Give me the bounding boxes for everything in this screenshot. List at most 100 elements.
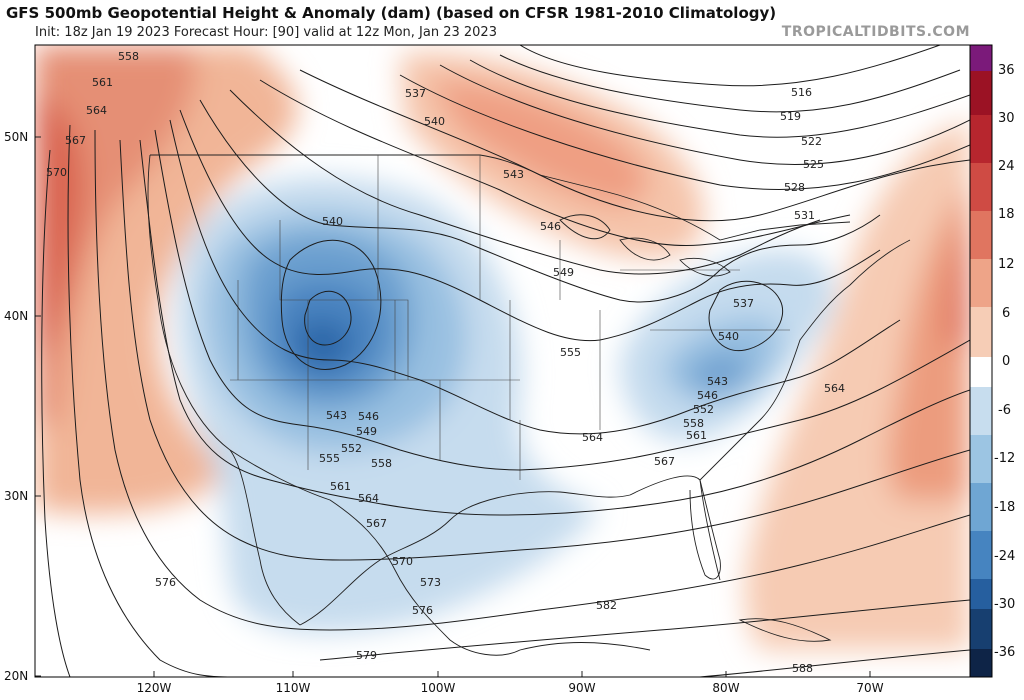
contour-label: 540 bbox=[322, 215, 343, 228]
colorbar-swatch bbox=[970, 531, 992, 579]
contour-label: 561 bbox=[330, 480, 351, 493]
colorbar-label: 6 bbox=[1002, 306, 1010, 321]
colorbar-swatch bbox=[970, 163, 992, 211]
contour-label: 525 bbox=[803, 158, 824, 171]
map-title: GFS 500mb Geopotential Height & Anomaly … bbox=[6, 4, 777, 22]
contour-label: 579 bbox=[356, 649, 377, 662]
contour-label: 564 bbox=[824, 382, 845, 395]
contour-label: 561 bbox=[92, 76, 113, 89]
contour-label: 570 bbox=[392, 555, 413, 568]
contour-label: 549 bbox=[553, 266, 574, 279]
colorbar-swatch bbox=[970, 211, 992, 259]
us-canada-border bbox=[150, 154, 851, 241]
colorbar-swatch bbox=[970, 357, 992, 387]
colorbar-swatch bbox=[970, 259, 992, 307]
contour-label: 558 bbox=[118, 50, 139, 63]
colorbar-label: 0 bbox=[1002, 354, 1010, 369]
state-lines bbox=[230, 155, 790, 480]
axis-ticks bbox=[35, 136, 871, 677]
contour-label: 537 bbox=[733, 297, 754, 310]
colorbar-label: -6 bbox=[998, 403, 1011, 418]
lon-label: 120W bbox=[137, 681, 172, 695]
contour-label: 564 bbox=[582, 431, 603, 444]
contour-label: 531 bbox=[794, 209, 815, 222]
contour-label: 567 bbox=[65, 134, 86, 147]
colorbar-swatch bbox=[970, 483, 992, 531]
contour-label: 588 bbox=[792, 662, 813, 675]
colorbar-swatch bbox=[970, 115, 992, 163]
east-coast bbox=[699, 239, 911, 481]
contour-label: 564 bbox=[358, 492, 379, 505]
contour-label: 546 bbox=[358, 410, 379, 423]
contour-label: 552 bbox=[341, 442, 362, 455]
lat-label: 40N bbox=[4, 309, 28, 323]
anomaly-field bbox=[35, 45, 970, 677]
lat-label: 20N bbox=[4, 669, 28, 683]
contour-label: 576 bbox=[155, 576, 176, 589]
positive-anomaly-atlantic bbox=[744, 120, 970, 650]
lon-label: 110W bbox=[276, 681, 311, 695]
colorbar-label: -24 bbox=[994, 549, 1015, 564]
lon-label: 70W bbox=[856, 681, 883, 695]
colorbar-label: 18 bbox=[998, 207, 1015, 222]
colorbar-label: -36 bbox=[994, 645, 1015, 660]
colorbar-label: 36 bbox=[998, 63, 1015, 78]
contour-label: 540 bbox=[718, 330, 739, 343]
contour-label: 558 bbox=[683, 417, 704, 430]
florida bbox=[689, 479, 721, 580]
colorbar-label: 12 bbox=[998, 257, 1015, 272]
contour-label: 528 bbox=[784, 181, 805, 194]
map-subtitle: Init: 18z Jan 19 2023 Forecast Hour: [90… bbox=[35, 25, 497, 40]
colorbar-label: 24 bbox=[998, 159, 1015, 174]
mexico-outline bbox=[229, 449, 651, 656]
contour-label: 522 bbox=[801, 135, 822, 148]
contour-label: 570 bbox=[46, 166, 67, 179]
colorbar-labels: 36 30 24 18 12 6 0 -6 -12 -18 -24 -30 -3… bbox=[994, 63, 1015, 660]
contour-label: 543 bbox=[503, 168, 524, 181]
colorbar-swatch bbox=[970, 649, 992, 677]
contour-label: 537 bbox=[405, 87, 426, 100]
colorbar-swatch bbox=[970, 609, 992, 649]
contour-label: 543 bbox=[707, 375, 728, 388]
colorbar-label: -12 bbox=[994, 451, 1015, 466]
contour-label: 561 bbox=[686, 429, 707, 442]
colorbar-label: -30 bbox=[994, 597, 1015, 612]
longitude-labels: 120W 110W 100W 90W 80W 70W bbox=[137, 681, 884, 695]
contour-label: 573 bbox=[420, 576, 441, 589]
contour-label: 519 bbox=[780, 110, 801, 123]
lon-label: 80W bbox=[712, 681, 739, 695]
colorbar-swatch bbox=[970, 387, 992, 435]
contour-label: 546 bbox=[540, 220, 561, 233]
lon-label: 100W bbox=[421, 681, 456, 695]
contour-label: 552 bbox=[693, 403, 714, 416]
colorbar-label: 30 bbox=[998, 111, 1015, 126]
contour-label: 555 bbox=[560, 346, 581, 359]
latitude-labels: 50N 40N 30N 20N bbox=[4, 130, 28, 683]
contour-label: 567 bbox=[366, 517, 387, 530]
lat-label: 50N bbox=[4, 130, 28, 144]
contour-label: 540 bbox=[424, 115, 445, 128]
lat-label: 30N bbox=[4, 489, 28, 503]
contour-label: 516 bbox=[791, 86, 812, 99]
contour-label: 564 bbox=[86, 104, 107, 117]
great-lakes bbox=[559, 214, 731, 277]
colorbar: 36 30 24 18 12 6 0 -6 -12 -18 -24 -30 -3… bbox=[969, 44, 1015, 678]
colorbar-swatch bbox=[970, 45, 992, 71]
contour-label: 549 bbox=[356, 425, 377, 438]
contour-label: 543 bbox=[326, 409, 347, 422]
height-contours bbox=[41, 45, 970, 677]
contour-label: 546 bbox=[697, 389, 718, 402]
colorbar-swatch bbox=[970, 71, 992, 115]
contour-label: 555 bbox=[319, 452, 340, 465]
cuba bbox=[738, 618, 832, 642]
colorbar-label: -18 bbox=[994, 500, 1015, 515]
contour-label: 582 bbox=[596, 599, 617, 612]
brand-watermark: TROPICALTIDBITS.COM bbox=[781, 24, 970, 40]
coastlines-and-borders bbox=[147, 154, 911, 656]
colorbar-swatch bbox=[970, 307, 992, 357]
lon-label: 90W bbox=[568, 681, 595, 695]
colorbar-swatch bbox=[970, 435, 992, 483]
colorbar-swatch bbox=[970, 579, 992, 609]
contour-label-group: 558 561 564 567 570 537 540 543 546 549 … bbox=[46, 50, 845, 675]
